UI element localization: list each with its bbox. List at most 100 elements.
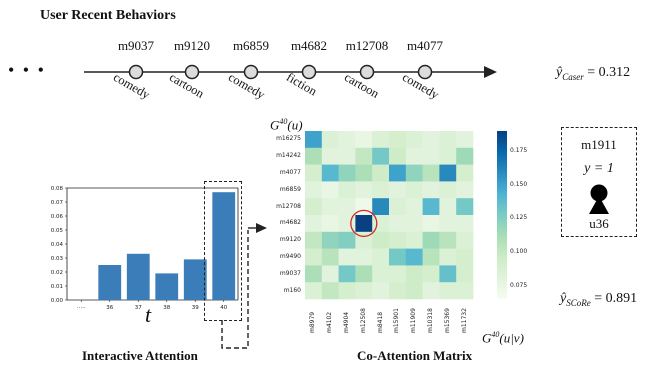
target-label: y = 1 bbox=[584, 161, 614, 176]
timeline-node bbox=[128, 64, 144, 80]
colorbar-tick-label: 0.075 bbox=[510, 281, 528, 289]
heatmap-cell bbox=[372, 131, 390, 149]
attention-bar-chart: 0.00 0.01 0.02 0.03 0.04 0.05 0.06 0.07 0.08 ····… bbox=[51, 186, 239, 311]
heatmap-cell bbox=[355, 265, 373, 283]
attention-bar bbox=[212, 192, 236, 300]
heatmap-cell bbox=[305, 164, 323, 182]
heatmap-cell bbox=[456, 282, 474, 300]
heatmap-col-label: m11909 bbox=[410, 308, 418, 333]
score-prediction: ŷSCoRe = 0.891 bbox=[560, 291, 637, 308]
heatmap-cell bbox=[422, 181, 440, 199]
score-value: = 0.891 bbox=[594, 291, 638, 306]
heatmap-cell bbox=[422, 265, 440, 283]
heatmap-cell bbox=[439, 248, 457, 266]
heatmap-cell bbox=[355, 147, 373, 165]
heatmap-cell bbox=[321, 282, 339, 300]
bar-y-tick-label: 0.07 bbox=[51, 200, 64, 206]
heatmap-row-label: m9037 bbox=[279, 269, 301, 277]
heatmap-cell bbox=[338, 215, 356, 233]
heatmap-cell bbox=[456, 248, 474, 266]
heatmap-col-label: m15369 bbox=[443, 308, 451, 333]
connector-arrow bbox=[221, 223, 267, 349]
heatmap-cell bbox=[389, 231, 407, 249]
heatmap-cell bbox=[338, 147, 356, 165]
gu-arg: (u) bbox=[287, 117, 303, 133]
timeline-node bbox=[301, 64, 317, 80]
heatmap-cell bbox=[305, 147, 323, 165]
heatmap-col-label: m4904 bbox=[343, 311, 350, 333]
heatmap-cell bbox=[305, 215, 323, 233]
heatmap-row-label: m9120 bbox=[279, 236, 301, 244]
heatmap-row-label: m9490 bbox=[279, 253, 301, 260]
heatmap-cell bbox=[321, 215, 339, 233]
heatmap-cell bbox=[372, 147, 390, 165]
bar-y-tick-label: 0.02 bbox=[51, 270, 63, 276]
bar-y-tick-label: 0.03 bbox=[51, 256, 64, 262]
heatmap-cell bbox=[321, 231, 339, 249]
caser-value: = 0.312 bbox=[587, 65, 631, 80]
bar-y-tick-label: 0.08 bbox=[51, 186, 64, 192]
heatmap-cell bbox=[405, 282, 423, 300]
heatmap-col-label: m10318 bbox=[427, 308, 434, 333]
heatmap-cell bbox=[338, 248, 356, 266]
heatmap-cell bbox=[439, 282, 457, 300]
gu-g: G bbox=[270, 117, 280, 133]
heatmap-cell bbox=[456, 131, 474, 149]
attention-bar bbox=[155, 273, 179, 300]
heatmap-col-label: m12508 bbox=[359, 308, 367, 333]
colorbar-tick-label: 0.175 bbox=[510, 147, 528, 155]
heatmap-cell bbox=[355, 181, 373, 199]
heatmap-row-label: m16275 bbox=[276, 135, 301, 143]
heatmap-cell bbox=[439, 131, 457, 149]
timeline-node bbox=[359, 64, 375, 80]
timeline-node bbox=[184, 64, 200, 80]
heatmap-cell bbox=[422, 282, 440, 300]
heatmap-cell bbox=[439, 181, 457, 199]
heatmap-cell bbox=[372, 198, 390, 216]
heatmap-cell bbox=[439, 215, 457, 233]
guv-sup: 40 bbox=[491, 330, 500, 339]
heatmap-cell bbox=[422, 248, 440, 266]
gu-sup: 40 bbox=[279, 117, 288, 126]
heatmap-col-label: m8418 bbox=[376, 311, 384, 333]
heatmap-cell bbox=[456, 181, 474, 199]
heatmap-cell bbox=[389, 248, 407, 266]
heatmap-row-label: m6859 bbox=[279, 185, 301, 193]
heatmap-cell bbox=[372, 248, 390, 266]
heatmap-cell bbox=[422, 164, 440, 182]
heatmap-cell bbox=[405, 198, 423, 216]
heatmap-cell bbox=[405, 215, 423, 233]
heatmap-cell bbox=[389, 198, 407, 216]
heatmap-cell bbox=[389, 147, 407, 165]
bar-x-tick-label: 39 bbox=[192, 305, 199, 311]
heatmap-cell bbox=[338, 164, 356, 182]
heatmap-cell bbox=[405, 164, 423, 182]
timeline-arrowhead bbox=[484, 66, 497, 78]
heatmap-cell bbox=[321, 164, 339, 182]
timeline-movie-label: m12708 bbox=[345, 38, 389, 53]
bar-x-tick-label: 36 bbox=[106, 305, 113, 311]
timeline-movie-label: m4077 bbox=[406, 38, 444, 53]
heatmap-cell bbox=[389, 215, 407, 233]
heatmap-cell bbox=[456, 265, 474, 283]
section-title: User Recent Behaviors bbox=[40, 8, 176, 23]
heatmap-cell bbox=[389, 282, 407, 300]
heatmap-cell bbox=[355, 164, 373, 182]
heatmap-cell bbox=[456, 215, 474, 233]
heatmap-row-label: m4682 bbox=[279, 219, 301, 227]
heatmap-row-label: m4077 bbox=[279, 169, 301, 176]
heatmap-col-label: m8979 bbox=[309, 311, 317, 333]
timeline-node bbox=[417, 64, 433, 80]
heatmap-cell bbox=[405, 231, 423, 249]
heatmap-col-label: m4102 bbox=[326, 311, 334, 333]
heatmap-cell bbox=[456, 231, 474, 249]
heatmap-cell bbox=[355, 215, 373, 233]
heatmap-cell bbox=[372, 265, 390, 283]
heatmap-cell bbox=[439, 164, 457, 182]
heatmap-cell bbox=[439, 198, 457, 216]
heatmap-cell bbox=[405, 181, 423, 199]
target-box bbox=[561, 127, 637, 237]
colorbar-tick-label: 0.100 bbox=[510, 247, 528, 255]
heatmap-cell bbox=[439, 231, 457, 249]
heatmap-cell bbox=[321, 131, 339, 149]
